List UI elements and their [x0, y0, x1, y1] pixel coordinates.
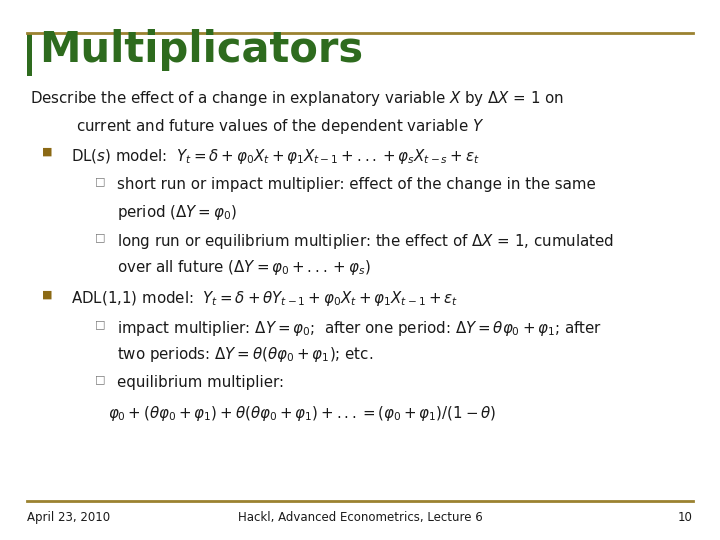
- Text: $\varphi_0 + (\theta\varphi_0 + \varphi_1) + \theta(\theta\varphi_0 + \varphi_1): $\varphi_0 + (\theta\varphi_0 + \varphi_…: [108, 404, 497, 423]
- Text: over all future ($\Delta Y = \varphi_0 + ... + \varphi_s$): over all future ($\Delta Y = \varphi_0 +…: [117, 258, 371, 277]
- Text: period ($\Delta Y = \varphi_0$): period ($\Delta Y = \varphi_0$): [117, 202, 236, 221]
- Text: Describe the effect of a change in explanatory variable $\mathit{X}$ by $\Delta\: Describe the effect of a change in expla…: [30, 89, 564, 108]
- Bar: [27, 33, 32, 76]
- Text: □: □: [95, 177, 106, 187]
- Text: □: □: [95, 319, 106, 329]
- Text: ADL(1,1) model:  $Y_t = \delta + \theta Y_{t-1} + \varphi_0 X_t + \varphi_1 X_{t: ADL(1,1) model: $Y_t = \delta + \theta Y…: [71, 289, 458, 308]
- Text: Multiplicators: Multiplicators: [40, 29, 364, 71]
- Text: equilibrium multiplier:: equilibrium multiplier:: [117, 375, 284, 390]
- Text: ■: ■: [42, 289, 53, 300]
- Text: impact multiplier: $\Delta Y = \varphi_0$;  after one period: $\Delta Y = \theta: impact multiplier: $\Delta Y = \varphi_0…: [117, 319, 602, 338]
- Text: current and future values of the dependent variable $\mathit{Y}$: current and future values of the depende…: [76, 117, 484, 136]
- Text: two periods: $\Delta Y = \theta(\theta\varphi_0 + \varphi_1)$; etc.: two periods: $\Delta Y = \theta(\theta\v…: [117, 345, 373, 364]
- Text: DL($\mathit{s}$) model:  $Y_t = \delta + \varphi_0 X_t + \varphi_1 X_{t-1} + ...: DL($\mathit{s}$) model: $Y_t = \delta + …: [71, 147, 480, 166]
- Text: □: □: [95, 375, 106, 385]
- Text: long run or equilibrium multiplier: the effect of $\Delta\mathit{X}$ = 1, cumula: long run or equilibrium multiplier: the …: [117, 232, 613, 251]
- Text: □: □: [95, 232, 106, 242]
- Text: Hackl, Advanced Econometrics, Lecture 6: Hackl, Advanced Econometrics, Lecture 6: [238, 511, 482, 524]
- Text: April 23, 2010: April 23, 2010: [27, 511, 110, 524]
- Text: short run or impact multiplier: effect of the change in the same: short run or impact multiplier: effect o…: [117, 177, 595, 192]
- Text: 10: 10: [678, 511, 693, 524]
- Text: ■: ■: [42, 147, 53, 157]
